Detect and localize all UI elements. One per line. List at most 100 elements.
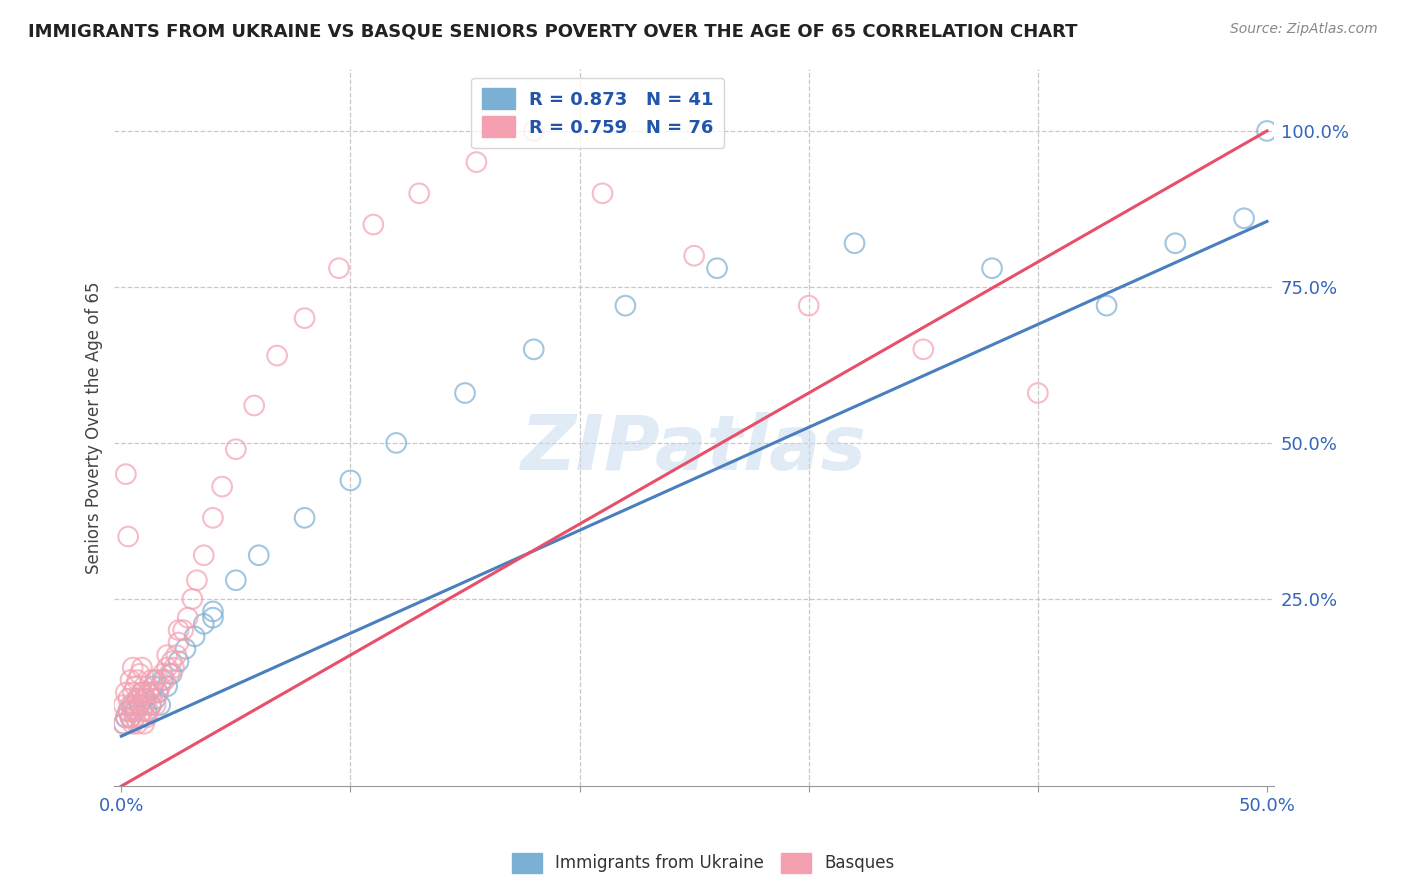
Point — [121, 685, 143, 699]
Point — [844, 236, 866, 251]
Point — [121, 698, 143, 712]
Point — [124, 710, 146, 724]
Point — [912, 343, 935, 357]
Point — [181, 591, 204, 606]
Point — [134, 691, 156, 706]
Point — [121, 660, 143, 674]
Point — [157, 666, 180, 681]
Point — [328, 261, 350, 276]
Point — [1026, 386, 1049, 401]
Point — [117, 704, 139, 718]
Point — [142, 685, 165, 699]
Y-axis label: Seniors Poverty Over the Age of 65: Seniors Poverty Over the Age of 65 — [86, 281, 103, 574]
Point — [138, 685, 160, 699]
Point — [186, 573, 208, 587]
Point — [339, 474, 361, 488]
Point — [134, 698, 156, 712]
Point — [523, 343, 546, 357]
Point — [145, 691, 167, 706]
Point — [135, 704, 157, 718]
Point — [706, 261, 728, 276]
Point — [127, 691, 149, 706]
Point — [183, 629, 205, 643]
Point — [135, 691, 157, 706]
Point — [120, 698, 142, 712]
Point — [408, 186, 430, 201]
Point — [523, 124, 546, 138]
Point — [115, 685, 138, 699]
Legend: Immigrants from Ukraine, Basques: Immigrants from Ukraine, Basques — [505, 847, 901, 880]
Point — [454, 386, 477, 401]
Point — [124, 704, 146, 718]
Point — [138, 685, 160, 699]
Point — [139, 698, 162, 712]
Point — [138, 704, 160, 718]
Point — [149, 698, 172, 712]
Point — [160, 654, 183, 668]
Point — [163, 660, 186, 674]
Point — [1164, 236, 1187, 251]
Text: ZIPatlas: ZIPatlas — [522, 412, 868, 486]
Point — [243, 399, 266, 413]
Point — [294, 511, 316, 525]
Point — [1233, 211, 1256, 226]
Legend: R = 0.873   N = 41, R = 0.759   N = 76: R = 0.873 N = 41, R = 0.759 N = 76 — [471, 78, 724, 148]
Point — [131, 685, 153, 699]
Point — [156, 660, 179, 674]
Point — [363, 218, 385, 232]
Point — [131, 685, 153, 699]
Point — [247, 548, 270, 562]
Point — [128, 710, 150, 724]
Point — [160, 666, 183, 681]
Point — [135, 710, 157, 724]
Point — [152, 666, 174, 681]
Point — [145, 673, 167, 687]
Point — [177, 610, 200, 624]
Point — [145, 698, 167, 712]
Point — [115, 467, 138, 482]
Point — [614, 299, 637, 313]
Point — [294, 311, 316, 326]
Point — [149, 679, 172, 693]
Point — [211, 480, 233, 494]
Text: IMMIGRANTS FROM UKRAINE VS BASQUE SENIORS POVERTY OVER THE AGE OF 65 CORRELATION: IMMIGRANTS FROM UKRAINE VS BASQUE SENIOR… — [28, 22, 1077, 40]
Point — [225, 442, 247, 457]
Point — [225, 573, 247, 587]
Point — [146, 685, 169, 699]
Point — [201, 604, 224, 618]
Point — [131, 660, 153, 674]
Point — [1095, 299, 1118, 313]
Point — [117, 704, 139, 718]
Point — [174, 641, 197, 656]
Point — [139, 673, 162, 687]
Point — [120, 710, 142, 724]
Point — [128, 666, 150, 681]
Point — [120, 673, 142, 687]
Point — [167, 654, 190, 668]
Point — [128, 691, 150, 706]
Point — [115, 710, 138, 724]
Point — [112, 716, 135, 731]
Point — [124, 698, 146, 712]
Point — [797, 299, 820, 313]
Point — [201, 511, 224, 525]
Point — [145, 673, 167, 687]
Point — [172, 623, 194, 637]
Point — [465, 155, 488, 169]
Point — [266, 349, 288, 363]
Point — [193, 548, 215, 562]
Text: Source: ZipAtlas.com: Source: ZipAtlas.com — [1230, 22, 1378, 37]
Point — [167, 635, 190, 649]
Point — [117, 529, 139, 543]
Point — [592, 186, 614, 201]
Point — [201, 610, 224, 624]
Point — [112, 698, 135, 712]
Point — [152, 673, 174, 687]
Point — [193, 616, 215, 631]
Point — [167, 623, 190, 637]
Point — [139, 698, 162, 712]
Point — [153, 673, 176, 687]
Point — [117, 691, 139, 706]
Point — [124, 679, 146, 693]
Point — [121, 704, 143, 718]
